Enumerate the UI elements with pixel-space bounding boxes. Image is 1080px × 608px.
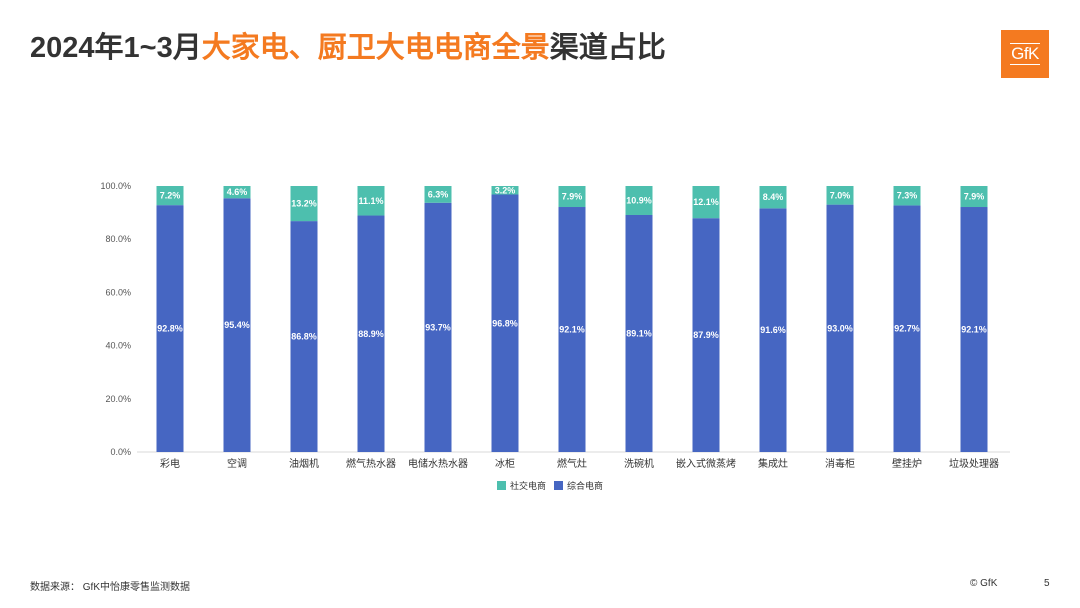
data-label-general: 93.7%	[425, 322, 451, 332]
title-part-1: 2024年1~3月	[30, 32, 202, 64]
bar-general	[290, 221, 318, 452]
x-tick-label: 嵌入式微蒸烤	[676, 457, 736, 470]
data-label-social: 7.3%	[897, 191, 918, 201]
data-label-general: 96.8%	[492, 318, 518, 328]
data-label-social: 4.6%	[227, 187, 248, 197]
x-tick-label: 壁挂炉	[892, 457, 922, 470]
gfk-logo: GfK	[1001, 30, 1049, 78]
y-tick-label: 80.0%	[105, 234, 131, 244]
legend-label-social: 社交电商	[510, 480, 546, 491]
bar-general	[960, 207, 988, 452]
bar-social	[290, 186, 318, 222]
bar-general	[893, 205, 921, 452]
data-label-social: 7.9%	[562, 192, 583, 202]
title-part-3: 渠道占比	[549, 32, 666, 64]
data-label-social: 8.4%	[763, 192, 784, 202]
legend-label-general: 综合电商	[567, 480, 603, 491]
data-label-social: 12.1%	[693, 197, 719, 207]
bar-general	[625, 214, 653, 452]
data-label-general: 89.1%	[626, 328, 652, 338]
y-tick-label: 60.0%	[105, 287, 131, 297]
bar-social	[893, 186, 921, 206]
bar-social	[156, 186, 184, 206]
y-tick-label: 0.0%	[110, 447, 131, 457]
data-label-social: 13.2%	[291, 199, 317, 209]
y-tick-label: 100.0%	[100, 181, 131, 191]
data-label-general: 86.8%	[291, 332, 317, 342]
data-source-note: 数据来源： GfK中怡康零售监测数据	[30, 582, 191, 593]
x-tick-label: 燃气灶	[557, 457, 587, 470]
data-label-general: 92.7%	[894, 324, 920, 334]
data-label-social: 7.0%	[830, 190, 851, 200]
copyright: © GfK	[970, 578, 998, 589]
title-part-highlight: 大家电、厨卫大电电商全景	[201, 32, 550, 64]
bar-general	[424, 202, 452, 452]
x-tick-label: 燃气热水器	[346, 457, 396, 470]
stacked-bar-chart: 0.0% 20.0% 40.0% 60.0% 80.0% 100.0% 92.8% 7.2% 彩…	[100, 181, 1010, 491]
bar-general	[558, 207, 586, 452]
x-tick-label: 洗碗机	[624, 457, 654, 470]
data-label-general: 91.6%	[760, 325, 786, 335]
data-label-social: 7.9%	[964, 192, 985, 202]
bar-social	[357, 186, 385, 216]
data-label-social: 7.2%	[160, 191, 181, 201]
y-tick-label: 20.0%	[105, 394, 131, 404]
bar-general	[491, 194, 519, 452]
bar-general	[826, 204, 854, 452]
x-tick-label: 消毒柜	[825, 457, 855, 470]
data-label-general: 88.9%	[358, 329, 384, 339]
bar-social	[759, 186, 787, 209]
bar-general	[692, 218, 720, 452]
bar-social	[625, 186, 653, 215]
legend-swatch-social	[497, 481, 506, 490]
page-number: 5	[1044, 578, 1050, 589]
data-label-general: 93.0%	[827, 323, 853, 333]
data-label-social: 3.2%	[495, 185, 516, 195]
data-label-social: 6.3%	[428, 189, 449, 199]
bar-general	[156, 205, 184, 452]
data-label-general: 87.9%	[693, 330, 719, 340]
x-tick-label: 空调	[227, 457, 247, 470]
bar-social	[424, 186, 452, 203]
data-label-general: 95.4%	[224, 320, 250, 330]
bar-social	[960, 186, 988, 208]
data-label-social: 11.1%	[358, 196, 383, 206]
bar-social	[558, 186, 586, 208]
data-label-general: 92.1%	[961, 325, 987, 335]
data-label-general: 92.8%	[157, 324, 183, 334]
x-tick-label: 冰柜	[495, 457, 515, 470]
bar-social	[692, 186, 720, 219]
x-tick-label: 彩电	[160, 457, 180, 470]
bar-social	[223, 186, 251, 199]
bar-general	[759, 208, 787, 452]
bar-social	[826, 186, 854, 205]
x-tick-label: 垃圾处理器	[949, 457, 999, 470]
y-tick-label: 40.0%	[105, 341, 131, 351]
x-tick-label: 油烟机	[289, 457, 319, 470]
page-title: 2024年1~3月大家电、厨卫大电电商全景渠道占比	[30, 24, 666, 66]
x-tick-label: 电储水热水器	[408, 457, 468, 470]
data-label-general: 92.1%	[559, 325, 585, 335]
bar-general	[357, 215, 385, 452]
data-label-social: 10.9%	[626, 195, 652, 205]
bar-general	[223, 198, 251, 452]
legend-swatch-general	[554, 481, 563, 490]
x-tick-label: 集成灶	[758, 457, 788, 470]
bar-social	[491, 186, 519, 195]
logo-text: GfK	[1010, 43, 1040, 65]
